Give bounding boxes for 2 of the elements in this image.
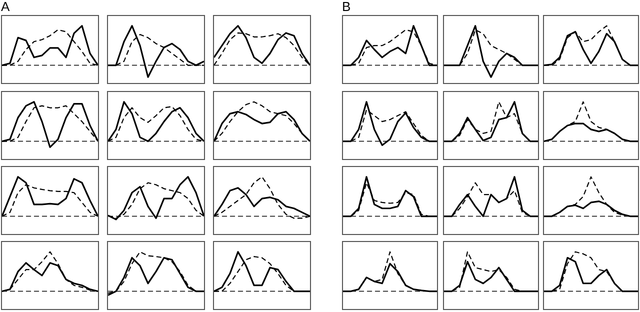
text: A: [1, 0, 10, 14]
text: B: [342, 0, 351, 14]
